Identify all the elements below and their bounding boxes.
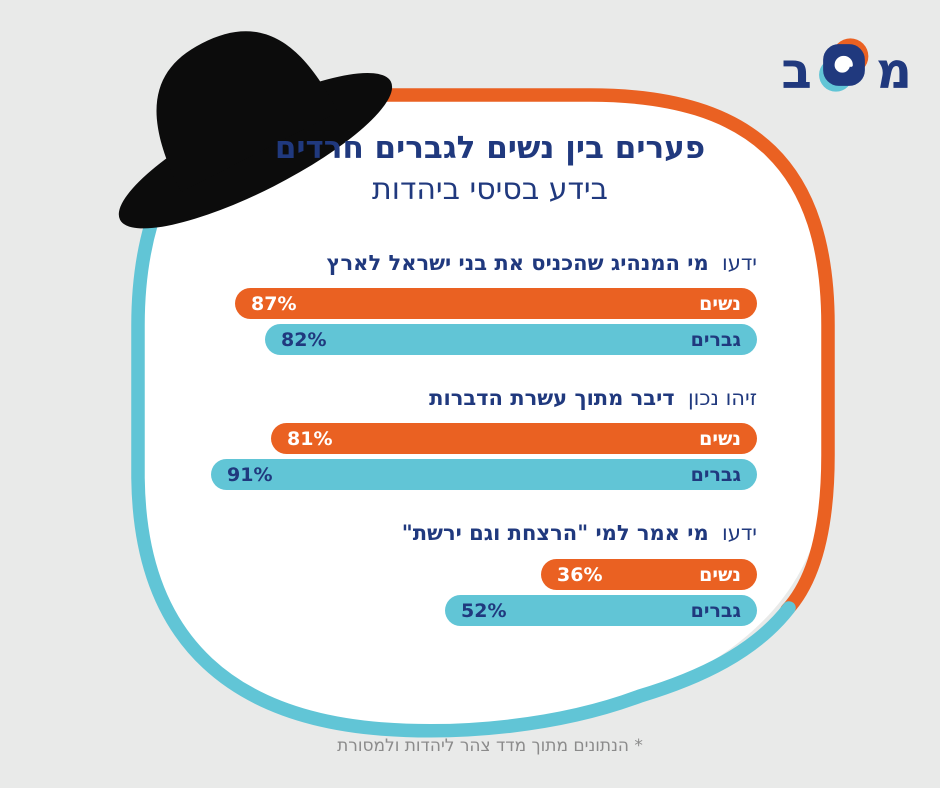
bar-group-label: גברים	[690, 328, 741, 351]
bar-q2-men: גברים 91%	[211, 459, 757, 490]
question-section-3: ידעו מי אמר למי "הרצחת וגם ירשת" נשים 36…	[117, 520, 757, 630]
bar-value-label: 81%	[287, 427, 333, 450]
question-section-1: ידעו מי המנהיג שהכניס את בני ישראל לארץ …	[117, 250, 757, 360]
title-line-1: פערים בין נשים לגברים חרדים	[274, 130, 706, 166]
bar-q1-men: גברים 82%	[265, 324, 757, 355]
logo-letter-bet: ב	[781, 42, 812, 100]
question-1-heading: ידעו מי המנהיג שהכניס את בני ישראל לארץ	[117, 250, 757, 277]
bar-group-label: גברים	[690, 463, 741, 486]
bar-group-label: נשים	[699, 563, 741, 586]
question-2-heading: זיהו נכון דיבר מתוך עשרת הדברות	[117, 385, 757, 412]
card-border-orange	[355, 88, 835, 617]
logo-letter-mem: מ	[875, 42, 912, 100]
question-1-lead: ידעו	[721, 251, 757, 275]
bar-value-label: 36%	[557, 563, 603, 586]
bar-q2-women: נשים 81%	[271, 423, 757, 454]
mashav-logo: מ ב	[781, 36, 912, 100]
haredi-hat-icon	[118, 31, 393, 229]
bar-q1-women: נשים 87%	[235, 288, 757, 319]
question-1-emphasis: מי המנהיג שהכניס את בני ישראל לארץ	[326, 251, 709, 275]
bar-value-label: 82%	[281, 328, 327, 351]
bar-value-label: 91%	[227, 463, 273, 486]
bar-group-label: נשים	[699, 292, 741, 315]
mashav-logo-swirl-icon	[818, 38, 869, 92]
question-section-2: זיהו נכון דיבר מתוך עשרת הדברות נשים 81%…	[117, 385, 757, 495]
bar-group-label: נשים	[699, 427, 741, 450]
footnote: * הנתונים מתוך מדד צהר ליהדות ולמסורת	[337, 736, 643, 756]
bar-group-label: גברים	[690, 599, 741, 622]
bar-q3-men: גברים 52%	[445, 595, 757, 626]
card-border-teal	[131, 115, 796, 738]
question-3-emphasis: מי אמר למי "הרצחת וגם ירשת"	[401, 521, 709, 545]
bar-value-label: 87%	[251, 292, 297, 315]
question-2-lead: זיהו נכון	[687, 386, 757, 410]
question-3-heading: ידעו מי אמר למי "הרצחת וגם ירשת"	[117, 520, 757, 547]
bar-value-label: 52%	[461, 599, 507, 622]
question-3-lead: ידעו	[721, 521, 757, 545]
page-title: פערים בין נשים לגברים חרדים בידע בסיסי ב…	[160, 128, 820, 209]
title-line-2: בידע בסיסי ביהדות	[372, 171, 608, 207]
question-2-emphasis: דיבר מתוך עשרת הדברות	[429, 386, 675, 410]
bar-q3-women: נשים 36%	[541, 559, 757, 590]
